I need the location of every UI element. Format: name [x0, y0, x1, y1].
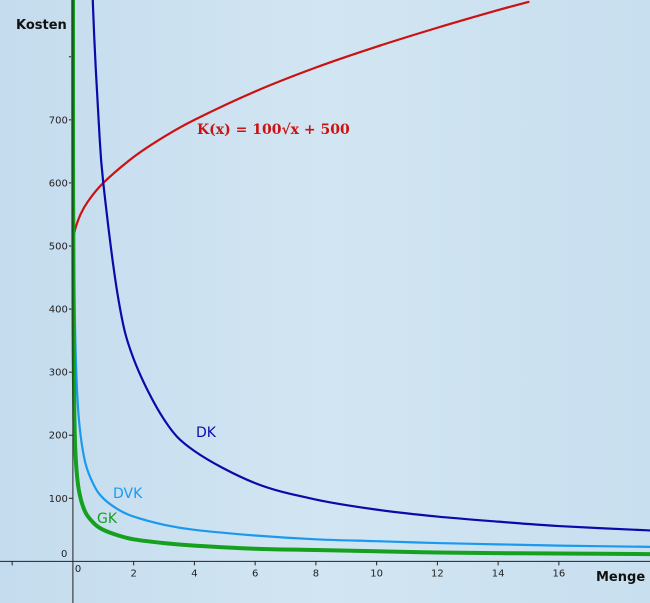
x-tick-label: 4: [191, 568, 197, 579]
gk-label: GK: [97, 511, 118, 527]
formula-label: K(x) = 100√x + 500: [197, 122, 350, 138]
y-tick-label: 200: [49, 431, 68, 442]
axis-ticks: 2 4 6 8 10 12 14 16 100 200 300 400 500 600 700: [11, 56, 566, 579]
x-tick-label: 12: [431, 568, 444, 579]
x-tick-label: 14: [492, 568, 505, 579]
y-tick-label: 600: [49, 178, 68, 189]
x-tick-label: 6: [252, 568, 258, 579]
series-dk-line: [91, 0, 650, 532]
x-axis-title: Menge: [596, 570, 645, 585]
origin-label: 0: [61, 549, 67, 560]
dvk-label: DVK: [113, 486, 143, 502]
x-tick-label: 8: [313, 568, 319, 579]
dk-label: DK: [196, 425, 217, 441]
series-k-line: [71, 0, 530, 248]
y-tick-label: 400: [49, 305, 68, 316]
x-tick-label: 16: [553, 568, 566, 579]
x-tick-label: 2: [130, 568, 136, 579]
y-tick-label: 500: [49, 241, 68, 252]
y-tick-label: 300: [49, 368, 68, 379]
y-axis-title: Kosten: [16, 18, 67, 33]
x-zero-tick-label: 0: [75, 564, 81, 575]
y-tick-label: 700: [49, 115, 68, 126]
x-tick-label: 10: [370, 568, 383, 579]
y-tick-label: 100: [49, 494, 68, 505]
